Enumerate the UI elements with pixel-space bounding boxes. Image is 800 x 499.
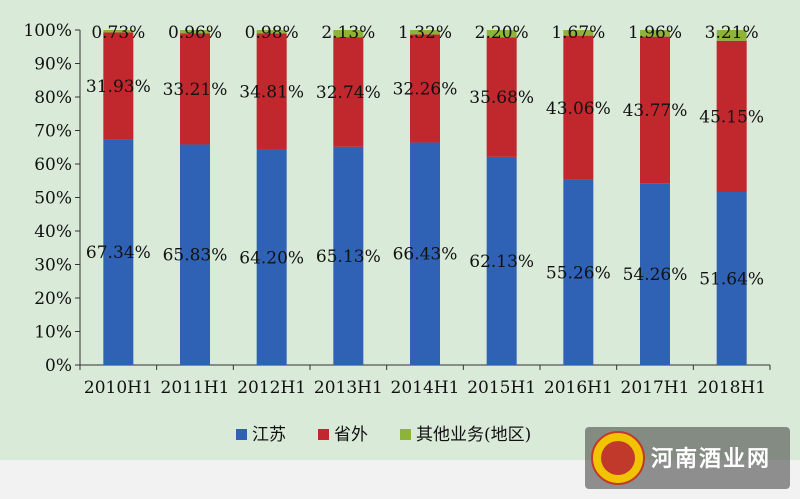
legend-swatch [236,429,247,440]
bar-segment [486,30,517,38]
y-tick-label: 10% [34,323,72,343]
y-tick-label: 70% [34,122,72,142]
data-label: 35.68% [469,88,534,108]
y-tick-label: 90% [34,55,72,75]
bar-segment [410,142,440,365]
bar-segment [180,33,210,145]
bar-segment [716,30,747,41]
x-tick-label: 2013H1 [314,378,383,398]
watermark: 河南酒业网 [585,427,790,489]
y-tick-label: 100% [23,21,72,41]
bar-segment [563,179,594,365]
data-label: 0.98% [245,23,299,43]
data-label: 66.43% [393,245,458,265]
bar-segment [180,30,210,34]
data-label: 1.96% [628,23,682,43]
data-label: 32.74% [316,83,381,103]
data-label: 65.13% [316,247,381,267]
data-label: 67.34% [86,243,151,263]
x-tick-label: 2017H1 [621,378,690,398]
bar-segment [180,144,210,365]
bar-segment [103,32,134,140]
y-tick-label: 30% [34,256,72,276]
bar-segment [256,149,287,365]
x-tick-label: 2010H1 [84,378,153,398]
bar-segment [486,156,517,365]
data-label: 65.83% [163,246,228,266]
data-label: 1.32% [398,23,452,43]
data-label: 51.64% [699,270,764,290]
x-tick-label: 2014H1 [391,378,460,398]
bar-segment [410,30,440,35]
data-label: 3.21% [705,23,759,43]
data-label: 54.26% [623,265,688,285]
data-label: 31.93% [86,77,151,97]
data-label: 0.96% [168,23,222,43]
data-label: 33.21% [163,80,228,100]
data-label: 34.81% [239,83,304,103]
x-tick-label: 2016H1 [544,378,613,398]
bar-segment [716,192,747,365]
data-label: 64.20% [239,248,304,268]
bar-segment [640,36,670,184]
x-tick-label: 2011H1 [161,378,230,398]
bar-segment [640,30,670,37]
y-tick-label: 50% [34,189,72,209]
data-label: 62.13% [469,252,534,272]
logo-seal-icon [591,431,645,485]
data-label: 2.13% [321,23,375,43]
y-tick-label: 60% [34,155,72,175]
data-label: 55.26% [546,263,611,283]
bar-segment [563,30,594,36]
data-label: 1.67% [551,23,605,43]
bar-segment [640,183,670,365]
data-label: 43.06% [546,99,611,119]
x-tick-label: 2012H1 [237,378,306,398]
watermark-text: 河南酒业网 [651,447,772,472]
y-tick-label: 20% [34,289,72,309]
legend-swatch [318,429,329,440]
y-tick-label: 80% [34,88,72,108]
data-label: 32.26% [393,79,458,99]
bar-segment [103,30,134,33]
legend-label: 其他业务(地区) [416,425,531,445]
y-tick-label: 0% [45,356,72,376]
bar-segment [333,146,364,365]
x-tick-label: 2015H1 [467,378,536,398]
legend-label: 江苏 [252,425,286,445]
bar-segment [256,30,287,34]
bar-segment [410,34,440,143]
x-tick-label: 2018H1 [697,378,766,398]
bar-segment [563,35,594,180]
legend-swatch [400,429,411,440]
data-label: 45.15% [699,107,764,127]
data-label: 43.77% [623,101,688,121]
stacked-bar-chart: 0% 10% 20% 30% 40% 50% 60% 70% 80% 90% 100% 67.34% 3… [23,21,771,445]
bar-segment [333,37,364,147]
bar-segment [103,139,134,365]
chart-area: 0% 10% 20% 30% 40% 50% 60% 70% 80% 90% 100% 67.34% 3… [0,0,800,460]
bar-segment [486,37,517,157]
bar-segment [256,33,287,150]
legend-label: 省外 [334,425,368,445]
bar-segment [716,40,747,193]
data-label: 2.20% [475,23,529,43]
y-tick-label: 40% [34,222,72,242]
bar-segment [333,30,364,38]
data-label: 0.73% [91,23,145,43]
